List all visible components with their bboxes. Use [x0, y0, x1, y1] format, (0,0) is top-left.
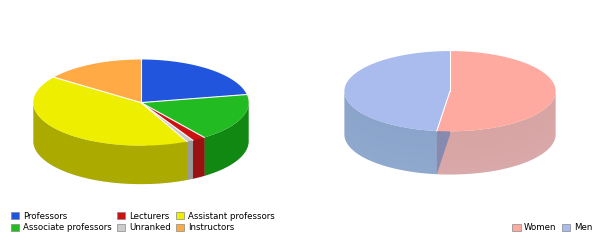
Polygon shape	[141, 102, 205, 140]
Polygon shape	[437, 51, 556, 131]
Legend: Women, Men: Women, Men	[509, 220, 596, 236]
Polygon shape	[34, 103, 187, 184]
Polygon shape	[437, 120, 556, 162]
Polygon shape	[141, 102, 205, 176]
Polygon shape	[437, 98, 556, 140]
Polygon shape	[141, 102, 187, 180]
Polygon shape	[141, 102, 193, 179]
Polygon shape	[437, 128, 556, 170]
Polygon shape	[437, 96, 556, 138]
Polygon shape	[437, 94, 556, 136]
Polygon shape	[344, 109, 437, 150]
Polygon shape	[437, 117, 556, 159]
Legend: Professors, Associate professors, Lecturers, Unranked, Assistant professors, Ins: Professors, Associate professors, Lectur…	[7, 208, 278, 236]
Polygon shape	[437, 124, 556, 166]
Polygon shape	[437, 107, 556, 149]
Polygon shape	[193, 138, 205, 179]
Polygon shape	[437, 91, 450, 174]
Polygon shape	[141, 60, 247, 102]
Polygon shape	[437, 113, 556, 155]
Polygon shape	[344, 51, 450, 131]
Polygon shape	[141, 102, 193, 142]
Polygon shape	[141, 102, 187, 180]
Polygon shape	[437, 132, 556, 174]
Polygon shape	[344, 117, 437, 159]
Polygon shape	[437, 100, 556, 142]
Polygon shape	[344, 94, 437, 135]
Polygon shape	[141, 102, 193, 179]
Polygon shape	[344, 91, 437, 133]
Polygon shape	[344, 102, 437, 144]
Polygon shape	[437, 126, 556, 168]
Polygon shape	[437, 109, 556, 151]
Polygon shape	[344, 132, 437, 174]
Polygon shape	[437, 111, 556, 153]
Polygon shape	[141, 95, 249, 138]
Polygon shape	[437, 122, 556, 164]
Polygon shape	[344, 124, 437, 166]
Polygon shape	[34, 77, 187, 146]
Polygon shape	[344, 91, 437, 174]
Polygon shape	[344, 104, 437, 146]
Polygon shape	[54, 60, 141, 102]
Polygon shape	[437, 104, 556, 146]
Polygon shape	[205, 103, 249, 176]
Polygon shape	[344, 100, 437, 142]
Polygon shape	[344, 113, 437, 155]
Polygon shape	[344, 115, 437, 157]
Polygon shape	[344, 111, 437, 153]
Polygon shape	[437, 102, 556, 144]
Polygon shape	[437, 115, 556, 157]
Polygon shape	[141, 102, 205, 176]
Polygon shape	[344, 128, 437, 170]
Polygon shape	[344, 98, 437, 140]
Polygon shape	[344, 122, 437, 163]
Polygon shape	[33, 141, 249, 184]
Polygon shape	[344, 120, 437, 161]
Polygon shape	[187, 140, 193, 180]
Polygon shape	[437, 91, 556, 133]
Polygon shape	[344, 126, 437, 168]
Polygon shape	[344, 96, 437, 138]
Polygon shape	[437, 130, 556, 172]
Polygon shape	[344, 107, 437, 148]
Polygon shape	[344, 130, 437, 172]
Polygon shape	[437, 91, 556, 174]
Polygon shape	[437, 91, 450, 174]
